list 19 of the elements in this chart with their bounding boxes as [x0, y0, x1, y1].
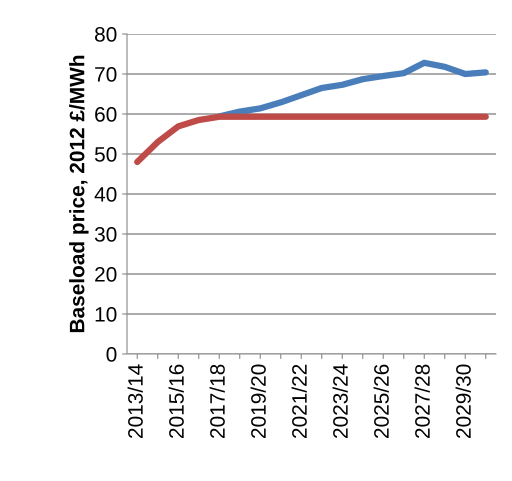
x-tick-label: 2029/30: [456, 364, 471, 438]
y-tick-label: 0: [106, 347, 116, 362]
x-tick-label: 2027/28: [414, 364, 430, 438]
x-tick-label: 2023/24: [332, 364, 348, 438]
x-tick-label: 2013/14: [128, 364, 143, 438]
y-tick-label: 60: [95, 107, 116, 122]
x-tick-label: 2019/20: [250, 364, 266, 438]
y-axis-title: Baseload price, 2012 £/MWh: [69, 56, 89, 332]
x-tick-label: 2025/26: [374, 364, 389, 438]
y-tick-label: 40: [94, 187, 116, 202]
x-tick-label: 2021/22: [292, 364, 307, 438]
y-tick-label: 70: [95, 67, 116, 82]
x-tick-label: 2015/16: [168, 364, 184, 438]
x-tick-label: 2017/18: [210, 364, 225, 438]
y-tick-label: 50: [94, 147, 116, 162]
y-tick-label: 30: [94, 227, 116, 242]
y-tick-label: 80: [95, 27, 116, 42]
y-tick-label: 10: [96, 307, 116, 322]
y-tick-label: 20: [95, 267, 116, 282]
